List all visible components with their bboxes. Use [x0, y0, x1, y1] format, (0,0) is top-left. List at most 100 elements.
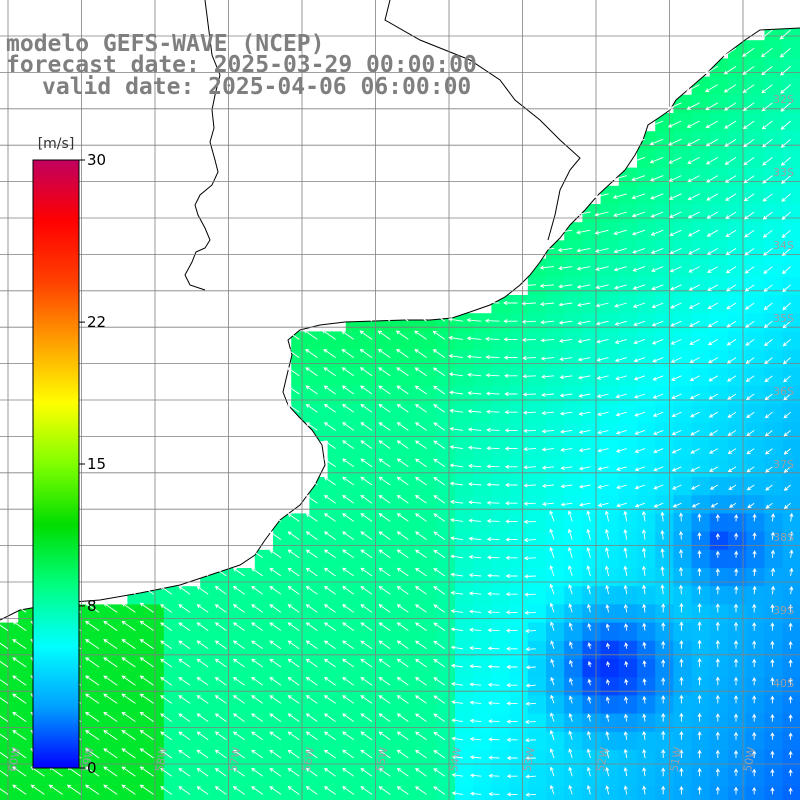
wind-arrow [605, 678, 611, 686]
wind-arrow [287, 403, 300, 413]
wind-arrow [661, 659, 666, 667]
wind-arrow [521, 319, 536, 324]
field-cell [673, 113, 693, 132]
field-cell [582, 404, 602, 423]
wind-arrow [788, 750, 793, 758]
field-cell [236, 586, 256, 605]
wind-arrow [525, 701, 536, 706]
wind-arrow [697, 567, 702, 577]
wind-arrow [360, 749, 373, 759]
wind-arrow [687, 157, 700, 164]
field-cell [236, 659, 256, 678]
field-cell [782, 786, 800, 800]
wind-arrow [486, 409, 500, 414]
wind-arrow [709, 484, 719, 490]
field-cell [546, 440, 565, 460]
wind-arrow [323, 786, 336, 795]
field-cell [436, 440, 456, 460]
wind-arrow [85, 711, 100, 722]
field-cell [382, 367, 401, 387]
field-cell [709, 222, 729, 241]
forecast-date: forecast date: 2025-03-29 00:00:00 [6, 52, 477, 78]
wind-arrow [196, 695, 209, 704]
field-cell [291, 786, 310, 800]
wind-arrow [139, 620, 154, 631]
wind-arrow [661, 730, 666, 740]
field-cell [618, 604, 638, 624]
field-cell [273, 677, 292, 696]
wind-arrow [568, 712, 573, 722]
field-cell [0, 622, 19, 642]
field-cell [455, 695, 474, 715]
wind-arrow [788, 604, 793, 613]
wind-arrow [488, 791, 500, 797]
wind-arrow [287, 567, 300, 577]
wind-arrow [12, 657, 27, 668]
wind-arrow [196, 567, 209, 577]
wind-arrow [706, 193, 719, 201]
field-cell [746, 404, 765, 423]
wind-arrow [576, 284, 591, 289]
field-cell [728, 659, 747, 678]
field-cell [309, 695, 329, 715]
wind-arrow [287, 713, 300, 722]
field-cell [400, 513, 420, 533]
wind-arrow [287, 767, 300, 777]
field-cell [691, 404, 711, 423]
field-cell [109, 695, 128, 715]
field-cell [254, 713, 274, 733]
field-cell [618, 404, 638, 423]
wind-arrow [604, 547, 610, 558]
wind-arrow [650, 211, 664, 218]
wind-arrow [305, 513, 318, 522]
wind-arrow [624, 678, 629, 686]
wind-arrow [196, 604, 209, 613]
wind-arrow [487, 555, 500, 560]
field-cell [546, 768, 565, 787]
wind-arrow [641, 547, 647, 558]
field-cell [218, 659, 238, 678]
wind-arrow [505, 555, 518, 560]
wind-arrow [285, 329, 300, 340]
field-cell [182, 604, 201, 624]
field-cell [728, 386, 747, 405]
wind-arrow [727, 466, 737, 473]
field-cell [782, 40, 800, 59]
wind-arrow [689, 393, 700, 400]
wind-arrow [323, 767, 336, 777]
field-cell [236, 768, 256, 787]
field-cell [673, 131, 693, 150]
field-cell [746, 113, 765, 132]
field-cell [691, 240, 711, 260]
wind-arrow [433, 604, 446, 613]
field-cell [509, 513, 529, 533]
field-cell [764, 731, 784, 751]
wind-arrow [540, 320, 555, 325]
wind-arrow [269, 604, 282, 613]
field-cell [345, 622, 365, 642]
field-cell [491, 659, 511, 678]
wind-arrow [724, 157, 737, 165]
lon-label: 53W [520, 746, 537, 773]
field-cell [691, 458, 711, 478]
wind-arrow [323, 403, 336, 413]
field-cell [546, 731, 565, 751]
field-cell [236, 677, 256, 696]
wind-arrow [770, 695, 775, 704]
field-cell [564, 768, 583, 787]
wind-arrow [550, 676, 555, 686]
wind-arrow [139, 657, 154, 668]
wind-arrow [614, 357, 627, 363]
wind-arrow [178, 695, 191, 704]
wind-arrow [414, 786, 427, 795]
field-cell [345, 731, 365, 751]
field-cell [709, 404, 729, 423]
wind-arrow [670, 357, 682, 363]
wind-arrow [413, 312, 427, 322]
field-cell [782, 622, 800, 642]
wind-arrow [232, 604, 245, 613]
wind-arrow [467, 409, 482, 414]
wind-arrow [160, 585, 173, 595]
field-cell [527, 640, 547, 660]
wind-arrow [642, 603, 647, 613]
